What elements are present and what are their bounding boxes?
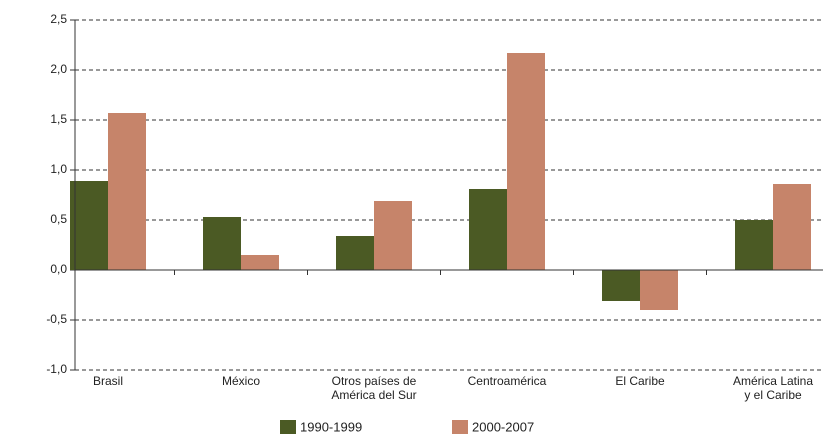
y-tick-label: 1,5 (50, 112, 67, 126)
x-tick-label: América Latina y el Caribe (732, 374, 814, 402)
x-tick-label: Otros países de América del Sur (331, 374, 417, 402)
bar (640, 270, 678, 310)
x-tick-label: Centroamérica (467, 374, 547, 388)
x-tick-label: El Caribe (615, 374, 665, 388)
bar (241, 255, 279, 270)
bar (203, 217, 241, 270)
bar (469, 189, 507, 270)
y-tick-label: 0,0 (50, 262, 67, 276)
bar (336, 236, 374, 270)
legend-label: 2000-2007 (472, 419, 534, 434)
legend-label: 1990-1999 (300, 419, 362, 434)
legend-swatch (452, 420, 468, 434)
bar (374, 201, 412, 270)
y-tick-label: -1,0 (46, 362, 67, 376)
legend-swatch (280, 420, 296, 434)
y-tick-label: 1,0 (50, 162, 67, 176)
bar (773, 184, 811, 270)
y-tick-label: 0,5 (50, 212, 67, 226)
x-tick-label: México (221, 374, 260, 388)
x-tick-label: Brasil (92, 374, 123, 388)
bar (70, 181, 108, 270)
bar (507, 53, 545, 270)
y-tick-label: -0,5 (46, 312, 67, 326)
bar (602, 270, 640, 301)
y-tick-label: 2,0 (50, 62, 67, 76)
bar (108, 113, 146, 270)
y-tick-label: 2,5 (50, 12, 67, 26)
bar (735, 220, 773, 270)
